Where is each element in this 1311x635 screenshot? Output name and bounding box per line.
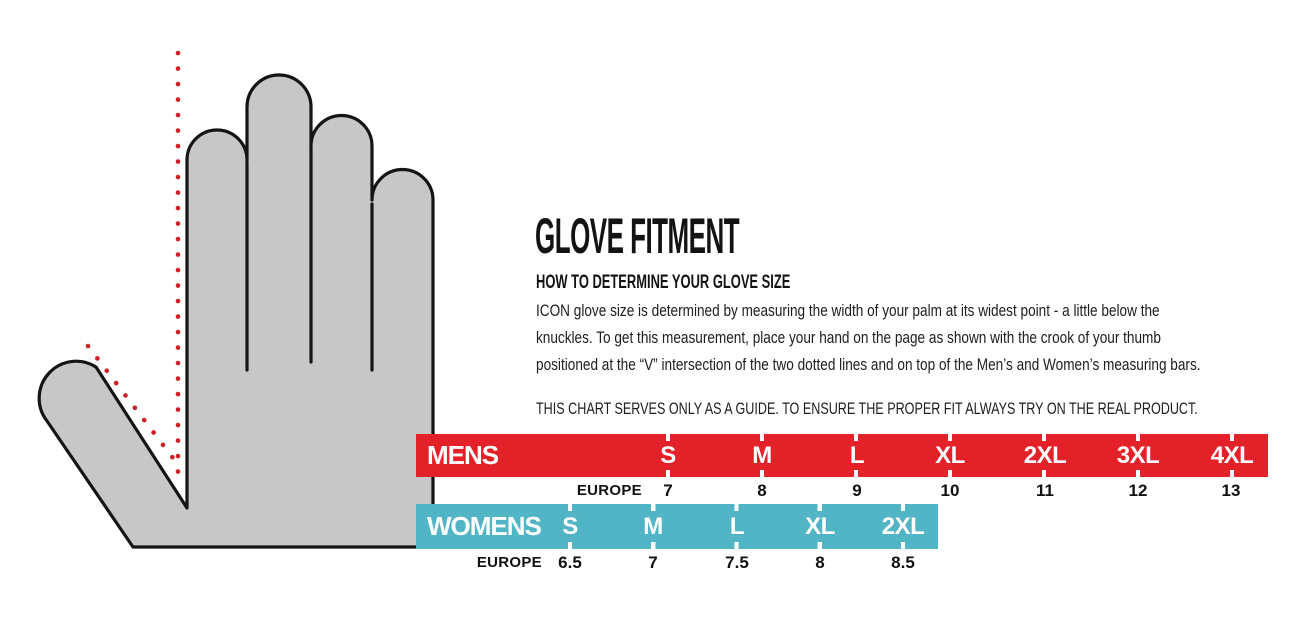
finger-separator-lines [245,144,374,372]
mens-europe-label: EUROPE [576,482,642,499]
page-title: GLOVE FITMENT [535,208,740,264]
mens-size-xl: XL [935,442,965,469]
measure-dotted-line-diagonal [85,343,179,465]
instructions-line-2: knuckles. To get this measurement, place… [536,328,1161,347]
womens-size-s: S [562,513,578,540]
womens-europe-7-5: 7.5 [725,553,749,572]
instructions-line-3: positioned at the “V” intersection of th… [536,355,1201,374]
instructions-paragraph: ICON glove size is determined by measuri… [536,297,1201,378]
womens-europe-8-5: 8.5 [891,553,915,572]
womens-europe-6-5: 6.5 [558,553,582,572]
mens-size-l: L [849,442,865,469]
mens-size-ticks-bottom [666,470,1234,477]
womens-size-ticks-bottom [568,542,905,549]
mens-size-s: S [660,442,676,469]
mens-size-m: M [752,442,772,469]
mens-size-bar: MENS S M L XL 2XL 3XL 4XL [416,434,1268,477]
hand-silhouette [37,73,435,549]
womens-europe-7: 7 [648,553,658,572]
womens-size-xl: XL [805,513,835,540]
disclaimer-note: THIS CHART SERVES ONLY AS A GUIDE. TO EN… [536,399,1198,418]
womens-size-ticks-top [568,504,905,511]
womens-size-bar: WOMENS S M L XL 2XL [416,504,938,549]
womens-europe-8: 8 [815,553,825,572]
mens-size-ticks-top [666,434,1234,441]
mens-size-2xl: 2XL [1023,442,1067,469]
mens-europe-11: 11 [1036,481,1054,500]
mens-bar-label: MENS [427,440,499,470]
section-subtitle: HOW TO DETERMINE YOUR GLOVE SIZE [536,272,791,293]
mens-size-3xl: 3XL [1116,442,1160,469]
mens-size-4xl: 4XL [1210,442,1254,469]
mens-europe-12: 12 [1128,481,1148,500]
womens-bar-label: WOMENS [427,511,542,541]
womens-europe-label: EUROPE [476,554,542,571]
mens-europe-13: 13 [1221,481,1241,500]
mens-europe-9: 9 [852,481,862,500]
instructions-line-1: ICON glove size is determined by measuri… [536,301,1160,320]
mens-europe-7: 7 [663,481,673,500]
mens-europe-10: 10 [940,481,960,500]
womens-size-l: L [729,513,745,540]
womens-size-m: M [643,513,663,540]
mens-europe-8: 8 [757,481,767,500]
womens-size-2xl: 2XL [881,513,925,540]
